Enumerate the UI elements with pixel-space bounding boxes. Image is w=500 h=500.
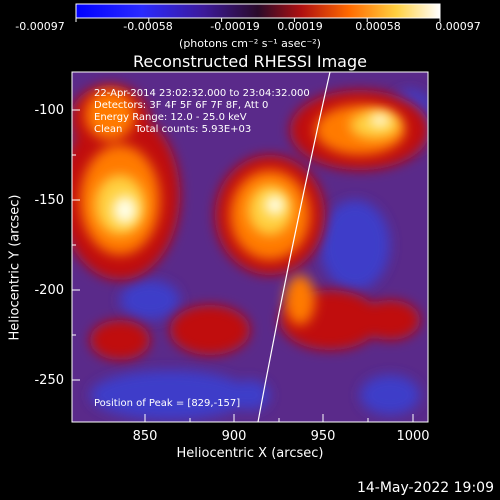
y-tick-label: -200 <box>34 283 64 298</box>
x-tick-label: 950 <box>310 429 336 444</box>
x-tick-label: 850 <box>132 429 158 444</box>
annotation-line: Clean Total counts: 5.93E+03 <box>94 124 252 135</box>
colorbar-tick: -0.00019 <box>210 20 260 33</box>
colorbar-tick: 0.00058 <box>355 20 401 33</box>
peak-position-label: Position of Peak = [829,-157] <box>94 398 241 409</box>
colorbar-units: (photons cm⁻² s⁻¹ asec⁻²) <box>179 37 321 50</box>
x-tick-label: 1000 <box>396 429 430 444</box>
x-axis-label: Heliocentric X (arcsec) <box>176 446 324 461</box>
colorbar-tick: 0.00019 <box>277 20 323 33</box>
y-axis-label-text: Heliocentric Y (arcsec) <box>7 194 23 341</box>
y-axis-label: Heliocentric Y (arcsec) <box>5 140 23 400</box>
annotation-line: 22-Apr-2014 23:02:32.000 to 23:04:32.000 <box>94 88 310 99</box>
y-tick-label: -150 <box>34 193 64 208</box>
annotation-line: Energy Range: 12.0 - 25.0 keV <box>94 112 247 123</box>
colorbar <box>75 3 441 22</box>
annotation-line: Detectors: 3F 4F 5F 6F 7F 8F, Att 0 <box>94 100 269 111</box>
plot-title: Reconstructed RHESSI Image <box>133 52 367 71</box>
y-tick-label: -100 <box>34 103 64 118</box>
y-tick-label: -250 <box>34 373 64 388</box>
colorbar-tick: 0.00097 <box>435 20 481 33</box>
timestamp: 14-May-2022 19:09 <box>356 480 494 496</box>
colorbar-tick: -0.00097 <box>15 20 65 33</box>
colorbar-tick: -0.00058 <box>123 20 173 33</box>
x-tick-label: 900 <box>221 429 247 444</box>
